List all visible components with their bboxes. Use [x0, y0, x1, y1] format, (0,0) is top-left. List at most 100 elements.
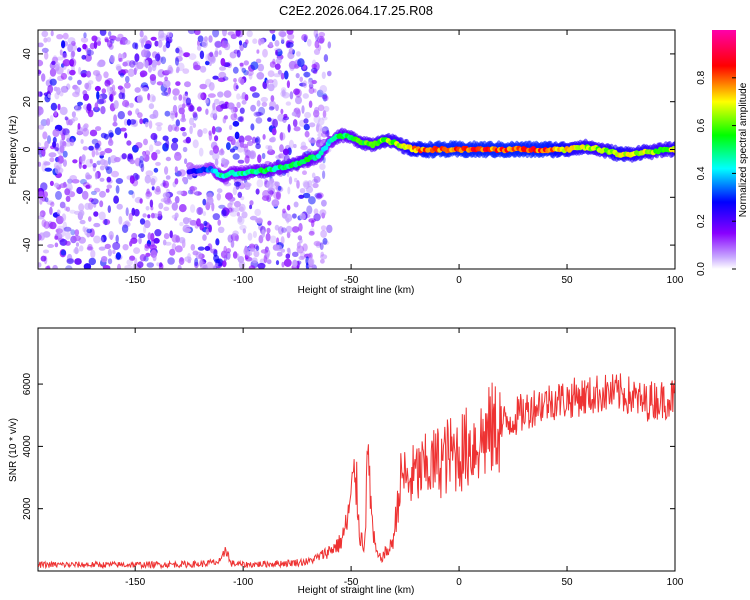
noise-blob: [164, 166, 169, 175]
noise-blob: [292, 259, 298, 268]
noise-blob: [152, 109, 159, 119]
noise-blob: [265, 79, 270, 84]
noise-blob: [199, 83, 207, 90]
noise-blob: [233, 200, 241, 208]
noise-blob: [313, 48, 321, 56]
noise-blob: [321, 199, 327, 207]
noise-blob: [144, 59, 149, 69]
noise-blob: [38, 42, 44, 48]
y-tick-label: 2000: [22, 497, 33, 520]
x-tick-label: -150: [125, 577, 145, 588]
noise-blob: [189, 185, 195, 195]
noise-blob: [318, 31, 326, 38]
y-tick-label: -40: [22, 237, 33, 252]
noise-blob: [246, 30, 253, 38]
noise-blob: [77, 79, 82, 85]
noise-blob: [93, 211, 99, 217]
ridge-point: [674, 147, 675, 150]
noise-blob: [251, 257, 258, 264]
noise-blob: [132, 144, 139, 153]
noise-blob: [169, 248, 176, 256]
noise-blob: [254, 137, 259, 143]
noise-blob: [227, 234, 233, 243]
noise-blob: [298, 255, 305, 261]
noise-blob: [52, 55, 58, 63]
noise-blob: [212, 113, 218, 121]
noise-blob: [192, 250, 199, 256]
noise-blob: [39, 212, 43, 218]
noise-blob: [303, 118, 309, 124]
x-tick-label: 100: [667, 577, 684, 588]
noise-blob: [111, 90, 117, 96]
noise-blob: [59, 106, 68, 116]
noise-blob: [217, 219, 221, 226]
noise-blob: [82, 146, 89, 151]
noise-blob: [275, 244, 283, 252]
noise-blob: [247, 232, 253, 241]
noise-blob: [228, 124, 233, 131]
noise-blob: [52, 264, 58, 269]
noise-blob: [307, 180, 313, 188]
noise-blob: [210, 112, 215, 118]
noise-blob: [115, 252, 121, 260]
noise-blob: [57, 225, 64, 231]
noise-blob: [129, 159, 136, 165]
noise-blob: [244, 94, 249, 101]
noise-blob: [295, 96, 302, 105]
noise-blob: [108, 132, 114, 138]
noise-blob: [275, 104, 279, 112]
noise-blob: [246, 140, 254, 147]
noise-blob: [145, 252, 151, 257]
noise-blob: [54, 165, 61, 175]
noise-blob: [217, 91, 224, 98]
noise-blob: [284, 213, 293, 223]
noise-blob: [271, 127, 277, 136]
noise-blob: [214, 258, 221, 264]
noise-blob: [287, 123, 291, 133]
noise-blob: [271, 199, 280, 207]
noise-blob: [106, 184, 113, 189]
noise-blob: [266, 180, 274, 190]
noise-blob: [254, 208, 261, 217]
noise-blob: [216, 193, 221, 201]
noise-blob: [49, 115, 54, 123]
noise-blob: [108, 139, 114, 147]
noise-blob: [320, 258, 325, 264]
noise-blob: [89, 158, 93, 164]
noise-blob: [308, 122, 316, 128]
noise-blob: [78, 66, 82, 75]
noise-blob: [236, 93, 241, 100]
noise-blob: [38, 70, 42, 75]
noise-blob: [122, 244, 129, 251]
noise-blob: [241, 211, 248, 219]
noise-blob: [260, 249, 269, 254]
noise-blob: [327, 41, 332, 49]
noise-blob: [129, 119, 137, 125]
noise-blob: [274, 181, 280, 187]
noise-blob: [189, 105, 195, 112]
noise-blob: [131, 232, 138, 240]
noise-blob: [94, 187, 101, 193]
noise-blob: [245, 181, 249, 186]
noise-blob: [267, 70, 275, 78]
noise-blob: [196, 106, 202, 112]
noise-blob: [117, 263, 121, 269]
noise-blob: [265, 233, 271, 242]
noise-blob: [59, 90, 64, 97]
noise-blob: [80, 139, 84, 144]
noise-blob: [74, 86, 81, 95]
noise-blob: [280, 236, 285, 245]
noise-blob: [42, 191, 49, 198]
noise-blob: [320, 229, 327, 238]
noise-blob: [55, 62, 61, 69]
noise-blob: [175, 68, 180, 74]
noise-blob: [313, 240, 321, 247]
noise-blob: [262, 48, 268, 58]
noise-blob: [285, 225, 293, 234]
noise-blob: [214, 50, 219, 58]
noise-blob: [268, 187, 273, 196]
noise-blob: [203, 36, 208, 42]
noise-blob: [148, 120, 153, 129]
noise-blob: [327, 70, 332, 77]
noise-blob: [312, 182, 319, 189]
